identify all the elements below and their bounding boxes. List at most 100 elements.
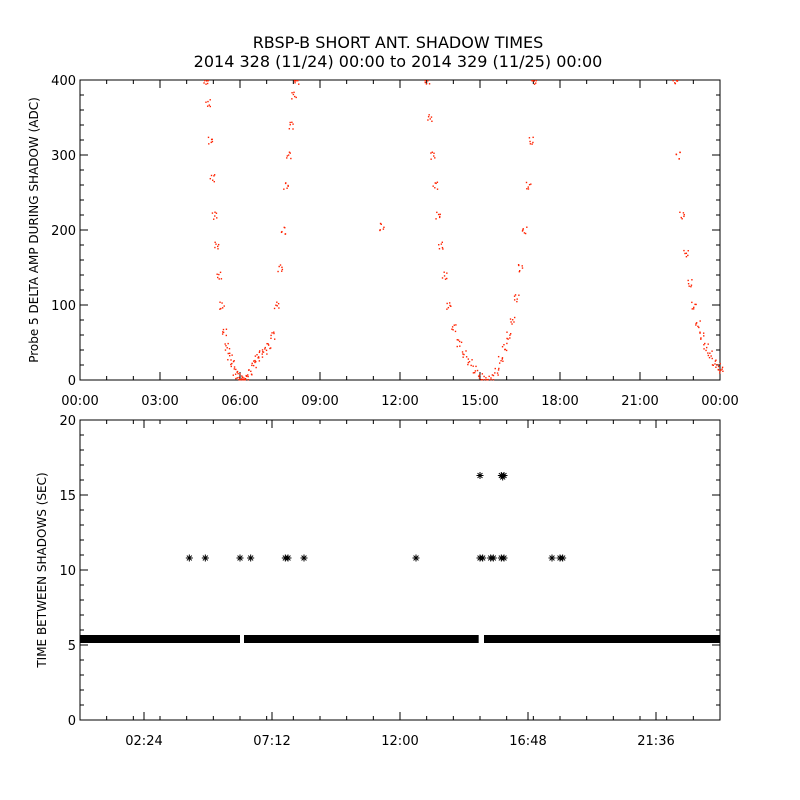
- shadow-data-point: [695, 322, 697, 325]
- shadow-data-point: [208, 143, 210, 145]
- shadow-data-point: [683, 249, 685, 252]
- top-x-tick-label: 18:00: [541, 394, 578, 409]
- shadow-data-point: [276, 301, 278, 303]
- shadow-data-point: [438, 216, 441, 219]
- shadow-data-point: [471, 359, 473, 361]
- shadow-data-point: [529, 140, 531, 143]
- shadow-data-point: [432, 185, 434, 187]
- shadow-data-point: [695, 324, 697, 326]
- top-x-tick-label: 09:00: [301, 394, 338, 409]
- interval-data-point: [489, 554, 497, 562]
- shadow-data-point: [258, 351, 261, 354]
- shadow-data-point: [292, 128, 294, 130]
- shadow-data-point: [225, 334, 228, 337]
- shadow-data-point: [251, 374, 253, 376]
- shadow-data-point: [700, 338, 702, 340]
- shadow-data-point: [266, 342, 268, 345]
- shadow-data-point: [206, 105, 209, 107]
- shadow-data-point: [383, 226, 385, 228]
- shadow-data-point: [218, 278, 220, 280]
- shadow-data-point: [462, 353, 464, 355]
- shadow-data-point: [226, 347, 228, 349]
- shadow-data-point: [485, 377, 487, 379]
- shadow-data-point: [221, 333, 224, 335]
- shadow-data-point: [267, 344, 270, 346]
- shadow-data-point: [465, 350, 467, 352]
- shadow-data-point: [205, 101, 207, 103]
- shadow-data-point: [438, 248, 441, 250]
- shadow-data-point: [286, 155, 289, 157]
- shadow-data-point: [531, 80, 533, 82]
- shadow-data-point: [213, 174, 216, 176]
- shadow-data-point: [480, 379, 482, 381]
- shadow-data-point: [528, 183, 531, 186]
- shadow-data-point: [687, 254, 689, 257]
- shadow-data-point: [379, 229, 381, 231]
- shadow-data-point: [467, 358, 470, 360]
- shadow-data-point: [440, 243, 443, 245]
- shadow-data-point: [217, 245, 219, 248]
- interval-data-point: [500, 554, 508, 562]
- shadow-data-point: [276, 305, 278, 307]
- shadow-data-point: [685, 255, 688, 258]
- shadow-data-point: [228, 347, 231, 350]
- shadow-data-point: [711, 350, 713, 352]
- shadow-data-point: [717, 365, 720, 368]
- shadow-data-point: [703, 344, 705, 346]
- shadow-data-point: [294, 82, 296, 84]
- shadow-data-point: [699, 320, 701, 322]
- shadow-data-point: [436, 211, 438, 214]
- shadow-data-point: [446, 272, 448, 274]
- shadow-data-point: [447, 306, 450, 309]
- shadow-data-point: [239, 379, 241, 381]
- shadow-data-point: [707, 354, 710, 357]
- shadow-data-point: [490, 377, 492, 379]
- shadow-data-point: [261, 351, 264, 353]
- shadow-data-point: [434, 187, 436, 189]
- shadow-data-point: [241, 376, 244, 378]
- shadow-data-point: [674, 82, 676, 84]
- shadow-data-point: [532, 141, 534, 144]
- shadow-data-point: [527, 188, 530, 190]
- shadow-data-point: [264, 348, 266, 350]
- shadow-data-point: [295, 96, 297, 99]
- top-plot-frame: [79, 79, 721, 381]
- shadow-data-point: [719, 363, 721, 365]
- shadow-data-point: [504, 348, 506, 351]
- shadow-data-point: [683, 215, 685, 218]
- shadow-data-point: [497, 374, 499, 376]
- shadow-data-point: [236, 371, 238, 373]
- shadow-data-point: [481, 379, 484, 381]
- bottom-panel: TIME BETWEEN SHADOWS (SEC) 0 5 10 15 20 02:24…: [35, 414, 721, 749]
- shadow-data-point: [222, 328, 225, 331]
- shadow-data-point: [435, 218, 437, 220]
- shadow-data-point: [288, 151, 291, 153]
- shadow-data-point: [434, 182, 436, 184]
- shadow-data-point: [526, 188, 528, 190]
- shadow-data-point: [721, 368, 723, 370]
- shadow-data-point: [254, 359, 256, 362]
- shadow-data-point: [691, 308, 693, 310]
- shadow-data-point: [687, 283, 690, 285]
- shadow-data-point: [273, 331, 275, 333]
- shadow-data-point: [517, 264, 520, 266]
- shadow-data-point: [516, 298, 518, 300]
- shadow-data-point: [441, 241, 443, 243]
- shadow-data-point: [233, 368, 236, 370]
- shadow-data-point: [457, 339, 460, 341]
- shadow-data-point: [223, 305, 225, 307]
- shadow-data-point: [690, 285, 692, 288]
- shadow-data-point: [204, 80, 206, 82]
- shadow-data-point: [453, 324, 455, 326]
- shadow-data-point: [682, 212, 685, 214]
- shadow-data-point: [261, 349, 264, 351]
- shadow-data-point: [684, 252, 686, 255]
- shadow-data-point: [286, 157, 288, 159]
- shadow-data-point: [427, 116, 430, 118]
- shadow-data-point: [491, 374, 494, 376]
- shadow-data-point: [214, 246, 216, 249]
- shadow-data-point: [233, 360, 235, 362]
- shadow-data-point: [382, 228, 385, 230]
- shadow-data-point: [244, 379, 246, 381]
- shadow-data-point: [446, 302, 448, 305]
